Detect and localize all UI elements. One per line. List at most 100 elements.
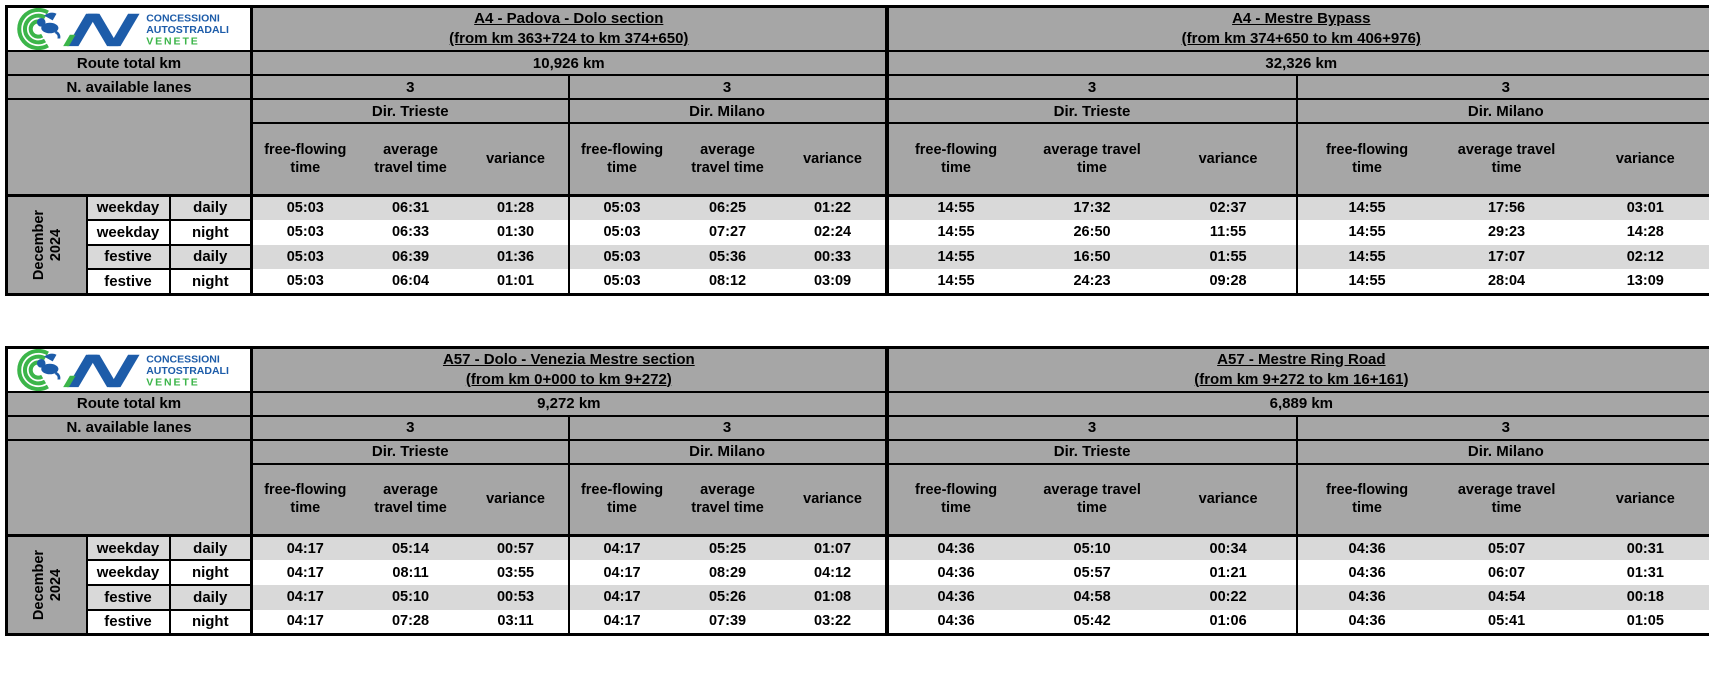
data-cell: 04:17	[250, 560, 358, 585]
day-type-label: festive	[85, 584, 171, 611]
data-row: festive night 04:17 07:28 03:11 04:17 07:39 03:…	[7, 608, 1709, 636]
svg-text:AUTOSTRADALI: AUTOSTRADALI	[146, 364, 229, 376]
column-header: variance	[780, 123, 887, 197]
data-cell: 14:55	[1295, 195, 1437, 220]
data-cell: 05:36	[674, 244, 781, 270]
traffic-table-2: CONCESSIONI AUTOSTRADALI VENETE A57 - Dolo …	[5, 345, 1709, 636]
column-header: variance	[1160, 123, 1297, 197]
direction-header: Dir. Milano	[1295, 439, 1709, 465]
data-cell: 29:23	[1436, 219, 1577, 245]
column-header: free-flowing time	[567, 463, 675, 537]
data-cell: 14:55	[884, 244, 1024, 270]
section-subtitle: (from km 363+724 to km 374+650)	[449, 30, 689, 47]
data-cell: 04:36	[884, 560, 1024, 585]
column-header: variance	[1160, 463, 1297, 537]
period-label: December 2024	[31, 550, 65, 620]
column-header: free-flowing time	[1295, 123, 1437, 197]
column-header-text: free-flowing time	[1326, 482, 1409, 517]
period-line1: December	[31, 549, 47, 621]
data-cell: 05:03	[567, 269, 675, 294]
data-cell: 04:17	[250, 609, 358, 635]
column-header-text: average travel time	[691, 482, 764, 517]
cav-logo-wrap: CONCESSIONI AUTOSTRADALI VENETE	[8, 8, 249, 50]
direction-header: Dir. Trieste	[250, 439, 569, 465]
data-cell: 01:55	[1160, 244, 1297, 270]
period-wrap: December 2024	[9, 197, 85, 292]
data-cell: 06:33	[357, 219, 464, 245]
column-header-text: average travel time	[1457, 482, 1556, 517]
data-cell: 04:36	[884, 535, 1024, 561]
direction-header: Dir. Trieste	[250, 99, 569, 124]
route-total-value: 10,926 km	[250, 51, 887, 76]
column-header-text: variance	[803, 491, 862, 508]
day-type-label: festive	[85, 268, 171, 295]
data-cell: 00:57	[463, 535, 569, 561]
direction-header: Dir. Trieste	[884, 99, 1297, 124]
period-wrap: December 2024	[9, 538, 85, 633]
data-row: weekday night 05:03 06:33 01:30 05:03 07:27 02:…	[7, 218, 1709, 246]
data-row: December 2024 weekday daily 05:03 06:31 01:28 0…	[5, 194, 1709, 295]
data-cell: 06:39	[357, 244, 464, 270]
time-of-day-label: night	[168, 268, 253, 295]
column-header-text: average travel time	[374, 482, 447, 517]
column-header: free-flowing time	[1295, 463, 1437, 537]
column-header: average travel time	[1436, 463, 1577, 537]
data-cell: 03:11	[463, 609, 569, 635]
data-cell: 28:04	[1436, 269, 1577, 294]
time-of-day-label: daily	[168, 194, 253, 221]
period-label: December 2024	[31, 209, 65, 279]
day-type-label: weekday	[85, 534, 171, 562]
data-cell: 08:12	[674, 269, 781, 294]
data-cell: 05:10	[357, 585, 464, 610]
corner-empty-cell	[6, 439, 254, 537]
data-cell: 05:57	[1023, 560, 1161, 585]
data-cell: 05:14	[357, 535, 464, 561]
data-cell: 05:03	[567, 244, 675, 270]
data-cell: 11:55	[1160, 219, 1297, 245]
data-cell: 00:22	[1160, 585, 1297, 610]
data-cell: 03:22	[780, 609, 887, 635]
route-total-value: 6,889 km	[884, 391, 1709, 417]
lanes-value: 3	[250, 75, 569, 100]
direction-header: Dir. Trieste	[884, 439, 1297, 465]
data-cell: 00:53	[463, 585, 569, 610]
section-subtitle: (from km 9+272 to km 16+161)	[1194, 370, 1409, 388]
route-total-row: Route total km 9,272 km 6,889 km	[6, 391, 1709, 417]
column-header-text: free-flowing time	[1325, 141, 1409, 176]
data-cell: 04:36	[1295, 585, 1437, 610]
svg-text:CONCESSIONI: CONCESSIONI	[146, 353, 220, 365]
data-cell: 04:36	[1295, 535, 1437, 561]
section-title: A4 - Padova - Dolo section	[474, 10, 664, 27]
data-cell: 03:01	[1576, 195, 1709, 220]
data-cell: 00:31	[1576, 535, 1709, 561]
data-cell: 04:36	[884, 609, 1024, 635]
column-header-text: average travel time	[1457, 141, 1556, 176]
data-cell: 05:03	[250, 219, 358, 245]
data-cell: 01:06	[1160, 609, 1297, 635]
data-cell: 00:34	[1160, 535, 1297, 561]
data-cell: 01:21	[1160, 560, 1297, 585]
section-header: A57 - Dolo - Venezia Mestre section (from…	[250, 347, 887, 393]
data-row: December 2024 weekday daily 04:17 05:14 00:57 0…	[5, 534, 1709, 636]
data-cell: 04:58	[1023, 585, 1161, 610]
lanes-value: 3	[884, 75, 1297, 100]
column-header: variance	[1576, 123, 1709, 197]
data-cell: 14:55	[884, 269, 1024, 294]
data-cell: 05:41	[1436, 609, 1577, 635]
lanes-value: 3	[884, 415, 1297, 441]
data-cell: 01:08	[780, 585, 887, 610]
column-header-text: variance	[1198, 150, 1258, 167]
column-header-text: average travel time	[691, 141, 764, 176]
data-cell: 01:05	[1576, 609, 1709, 635]
data-cell: 04:36	[1295, 560, 1437, 585]
section-title: A57 - Mestre Ring Road	[1217, 350, 1386, 368]
lanes-value: 3	[567, 415, 887, 441]
data-cell: 17:56	[1436, 195, 1577, 220]
data-cell: 01:28	[463, 195, 569, 220]
column-header: average travel time	[674, 463, 781, 537]
corner-empty-cell	[6, 99, 254, 197]
column-header: variance	[780, 463, 887, 537]
lanes-value: 3	[567, 75, 887, 100]
cav-logo: CONCESSIONI AUTOSTRADALI VENETE	[6, 6, 254, 52]
